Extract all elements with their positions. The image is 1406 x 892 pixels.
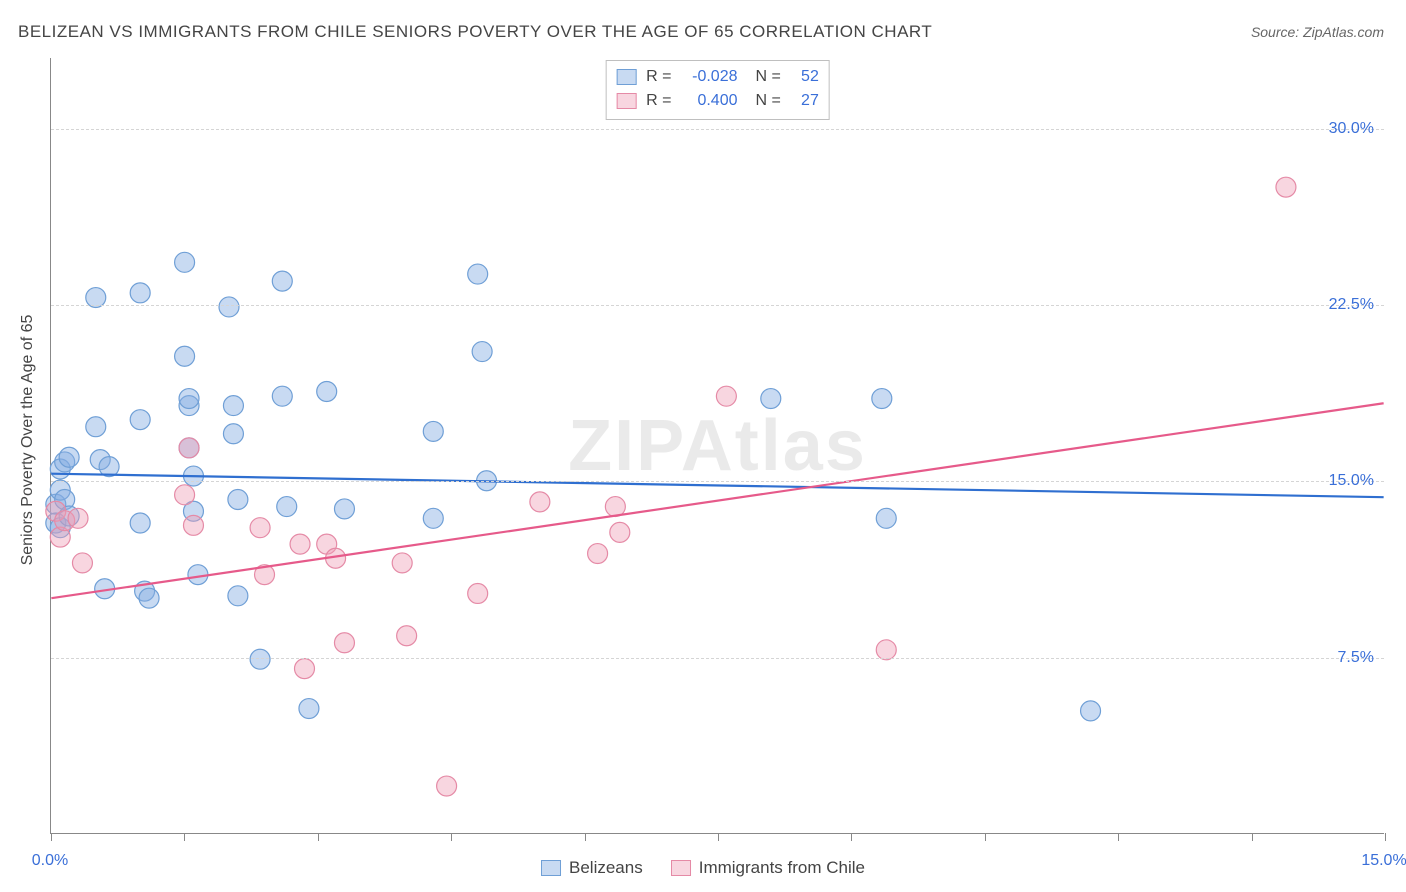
point-belizeans (317, 381, 337, 401)
point-chile (68, 508, 88, 528)
point-belizeans (175, 346, 195, 366)
point-chile (72, 553, 92, 573)
xtick (985, 833, 986, 841)
plot-area: ZIPAtlas R = -0.028 N = 52 R = 0.400 N =… (50, 58, 1384, 834)
gridline (51, 129, 1384, 130)
xtick (1252, 833, 1253, 841)
y-axis-title: Seniors Poverty Over the Age of 65 (19, 315, 37, 566)
point-belizeans (250, 649, 270, 669)
point-belizeans (334, 499, 354, 519)
trendline-chile (51, 403, 1383, 598)
point-chile (250, 518, 270, 538)
point-chile (1276, 177, 1296, 197)
point-belizeans (130, 513, 150, 533)
trendline-belizeans (51, 474, 1383, 497)
point-belizeans (223, 396, 243, 416)
point-belizeans (423, 421, 443, 441)
point-chile (437, 776, 457, 796)
point-belizeans (468, 264, 488, 284)
gridline (51, 658, 1384, 659)
legend-label-belizeans: Belizeans (569, 858, 643, 878)
source-label: Source: ZipAtlas.com (1251, 24, 1384, 40)
xtick-label: 0.0% (32, 852, 68, 870)
point-chile (175, 485, 195, 505)
point-belizeans (1081, 701, 1101, 721)
point-belizeans (130, 410, 150, 430)
point-chile (295, 659, 315, 679)
point-belizeans (219, 297, 239, 317)
ytick-label: 15.0% (1329, 472, 1374, 490)
point-belizeans (876, 508, 896, 528)
gridline (51, 305, 1384, 306)
xtick (451, 833, 452, 841)
point-belizeans (223, 424, 243, 444)
xtick (1118, 833, 1119, 841)
ytick-label: 30.0% (1329, 120, 1374, 138)
gridline (51, 481, 1384, 482)
point-belizeans (272, 271, 292, 291)
point-belizeans (472, 342, 492, 362)
xtick (318, 833, 319, 841)
legend-item-chile: Immigrants from Chile (671, 858, 865, 878)
point-chile (334, 633, 354, 653)
xtick-label: 15.0% (1361, 852, 1406, 870)
point-chile (610, 522, 630, 542)
chart-title: BELIZEAN VS IMMIGRANTS FROM CHILE SENIOR… (18, 22, 932, 42)
legend-item-belizeans: Belizeans (541, 858, 643, 878)
point-belizeans (139, 588, 159, 608)
ytick-label: 7.5% (1338, 649, 1374, 667)
point-belizeans (423, 508, 443, 528)
chart-container: BELIZEAN VS IMMIGRANTS FROM CHILE SENIOR… (0, 0, 1406, 892)
point-belizeans (175, 252, 195, 272)
point-belizeans (277, 497, 297, 517)
point-belizeans (872, 389, 892, 409)
xtick (585, 833, 586, 841)
point-chile (392, 553, 412, 573)
point-chile (468, 583, 488, 603)
chart-svg (51, 58, 1384, 833)
point-belizeans (228, 586, 248, 606)
point-belizeans (272, 386, 292, 406)
point-belizeans (179, 389, 199, 409)
swatch-belizeans-bottom (541, 860, 561, 876)
point-belizeans (228, 490, 248, 510)
point-belizeans (86, 417, 106, 437)
point-chile (179, 438, 199, 458)
point-chile (183, 515, 203, 535)
xtick (718, 833, 719, 841)
swatch-chile-bottom (671, 860, 691, 876)
point-chile (716, 386, 736, 406)
legend-series: Belizeans Immigrants from Chile (541, 858, 865, 878)
point-chile (397, 626, 417, 646)
ytick-label: 22.5% (1329, 296, 1374, 314)
point-chile (588, 544, 608, 564)
xtick (51, 833, 52, 841)
point-belizeans (59, 447, 79, 467)
point-belizeans (130, 283, 150, 303)
point-belizeans (299, 699, 319, 719)
xtick (184, 833, 185, 841)
xtick (851, 833, 852, 841)
legend-label-chile: Immigrants from Chile (699, 858, 865, 878)
point-belizeans (761, 389, 781, 409)
point-chile (530, 492, 550, 512)
xtick (1385, 833, 1386, 841)
point-chile (290, 534, 310, 554)
